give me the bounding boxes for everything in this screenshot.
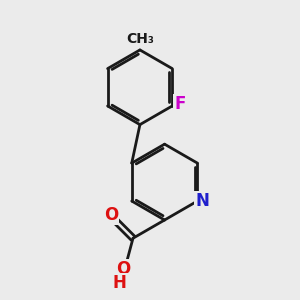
Text: O: O xyxy=(103,206,118,224)
Text: O: O xyxy=(116,260,131,278)
Text: N: N xyxy=(195,192,209,210)
Text: CH₃: CH₃ xyxy=(126,32,154,46)
Text: F: F xyxy=(175,95,186,113)
Text: H: H xyxy=(112,274,126,292)
